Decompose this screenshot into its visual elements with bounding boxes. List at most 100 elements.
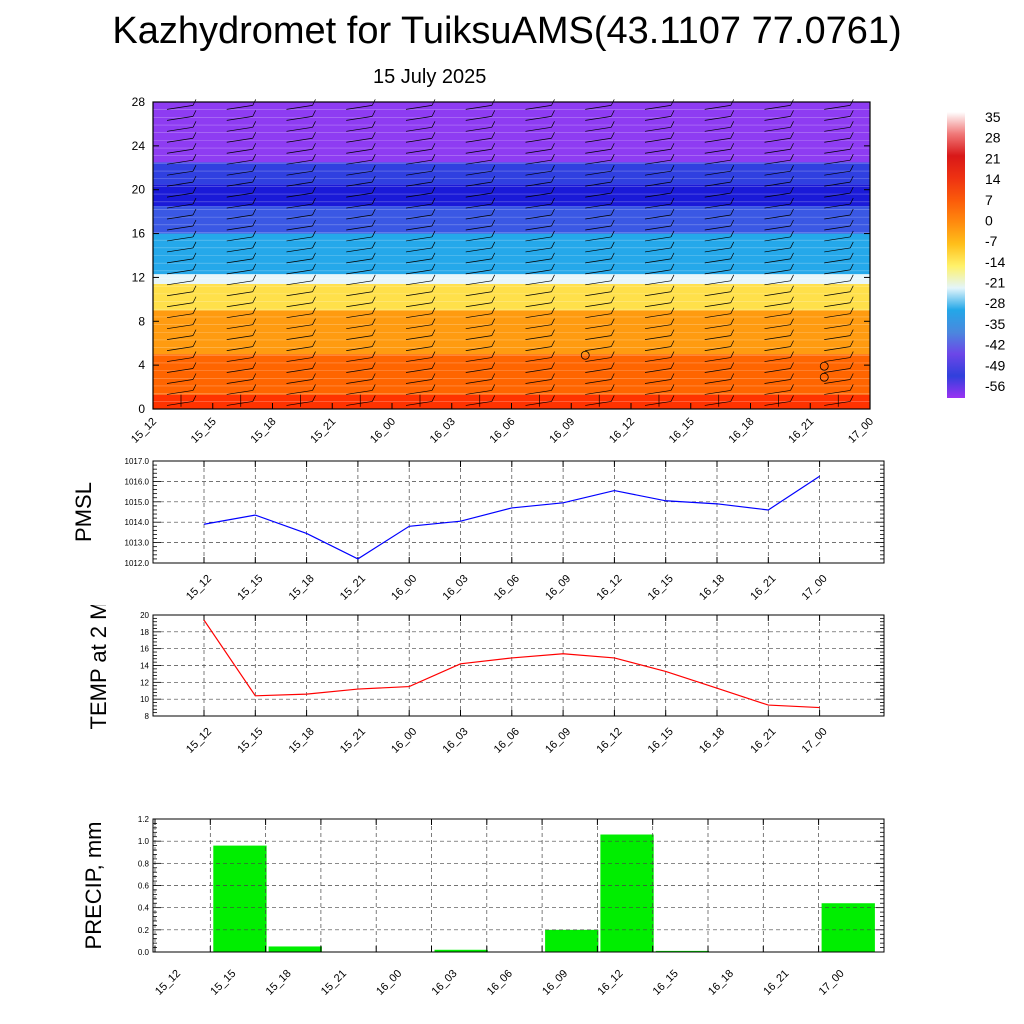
wind-barb [551, 252, 555, 260]
wind-barb [465, 225, 492, 231]
wind-barb [730, 154, 735, 161]
wind-barb [346, 280, 373, 286]
series-line [203, 619, 820, 709]
y-tick-label: 0.0 [138, 948, 150, 957]
wind-barb [405, 291, 433, 297]
x-tick-label: 16_12 [595, 968, 625, 998]
wind-barb [644, 126, 672, 132]
wind-barb [166, 181, 194, 187]
wind-barb [286, 324, 313, 330]
wind-barb [166, 214, 194, 220]
contour-band [153, 233, 870, 275]
wind-barb [192, 241, 197, 249]
wind-barb [166, 203, 194, 209]
wind-barb [644, 148, 672, 154]
wind-barb [790, 362, 794, 369]
wind-barb [405, 170, 433, 176]
wind-barb [465, 401, 492, 406]
wind-barb [670, 296, 675, 303]
wind-barb [465, 357, 492, 362]
wind-barb [371, 285, 376, 292]
wind-barb [286, 116, 313, 121]
y-tick-label: 0.8 [138, 859, 150, 868]
wind-barb [252, 121, 257, 128]
wind-barb [585, 379, 612, 384]
wind-barb [491, 362, 496, 369]
wind-barb [465, 214, 492, 220]
wind-barb [226, 302, 253, 308]
wind-barb [644, 291, 672, 297]
contour-band [153, 102, 870, 163]
wind-barb [371, 329, 376, 336]
wind-barb [252, 165, 257, 172]
x-tick-label: 16_15 [651, 968, 681, 998]
contour-band [153, 310, 870, 355]
wind-barb [525, 401, 552, 406]
wind-barb [346, 401, 373, 406]
x-tick-label: 15_21 [319, 968, 349, 998]
wind-barb [824, 247, 851, 253]
wind-barb [166, 116, 194, 121]
wind-barb [824, 192, 851, 198]
wind-barb [730, 329, 735, 336]
wind-barb [849, 132, 854, 139]
wind-barb [286, 401, 313, 406]
wind-barb [704, 258, 731, 264]
wind-barb [166, 148, 194, 154]
y-tick-label: 1013.0 [125, 539, 150, 548]
wind-barb [431, 132, 436, 139]
wind-barb [764, 214, 791, 220]
wind-barb [849, 274, 854, 281]
wind-barb [644, 379, 672, 384]
wind-barb [730, 362, 735, 369]
wind-barb [849, 175, 854, 183]
wind-barb [405, 313, 433, 319]
wind-barb [405, 203, 433, 209]
x-tick-label: 15_12 [153, 968, 183, 998]
wind-barb [346, 324, 373, 330]
wind-barb [312, 274, 316, 281]
wind-barb [405, 346, 433, 351]
wind-barb [465, 346, 492, 351]
wind-barb [312, 132, 316, 139]
wind-barb [704, 137, 731, 143]
calm-marker [819, 372, 829, 382]
wind-barb [849, 285, 854, 292]
wind-barb [551, 197, 555, 205]
wind-barb [405, 390, 433, 395]
wind-barb [790, 197, 794, 205]
wind-barb [286, 236, 313, 242]
wind-barb [166, 269, 194, 275]
wind-barb [491, 186, 496, 194]
wind-barb [491, 143, 496, 150]
wind-barb [405, 159, 433, 165]
wind-barb [491, 110, 496, 117]
wind-barb [465, 368, 492, 373]
wind-barb [431, 373, 436, 380]
contour-band [153, 162, 870, 185]
precip-bar [655, 950, 709, 952]
wind-barb [730, 230, 735, 238]
wind-barb [551, 384, 555, 391]
wind-barb [405, 148, 433, 154]
wind-barb [849, 165, 854, 172]
wind-barb [166, 390, 194, 395]
wind-barb [192, 186, 197, 194]
wind-barb [465, 170, 492, 176]
wind-barb [704, 324, 731, 330]
wind-barb [252, 340, 257, 347]
wind-barb [491, 373, 496, 380]
wind-barb [405, 401, 433, 406]
wind-barb [286, 137, 313, 143]
wind-barb [525, 247, 552, 253]
wind-barb [849, 241, 854, 249]
wind-barb [371, 384, 376, 391]
wind-barb [551, 208, 555, 216]
wind-barb [405, 280, 433, 286]
wind-barb [670, 373, 675, 380]
wind-barb [644, 137, 672, 143]
wind-barb [465, 390, 492, 395]
wind-barb [764, 313, 791, 319]
wind-barb [226, 258, 253, 264]
y-tick-label: 24 [132, 139, 146, 153]
